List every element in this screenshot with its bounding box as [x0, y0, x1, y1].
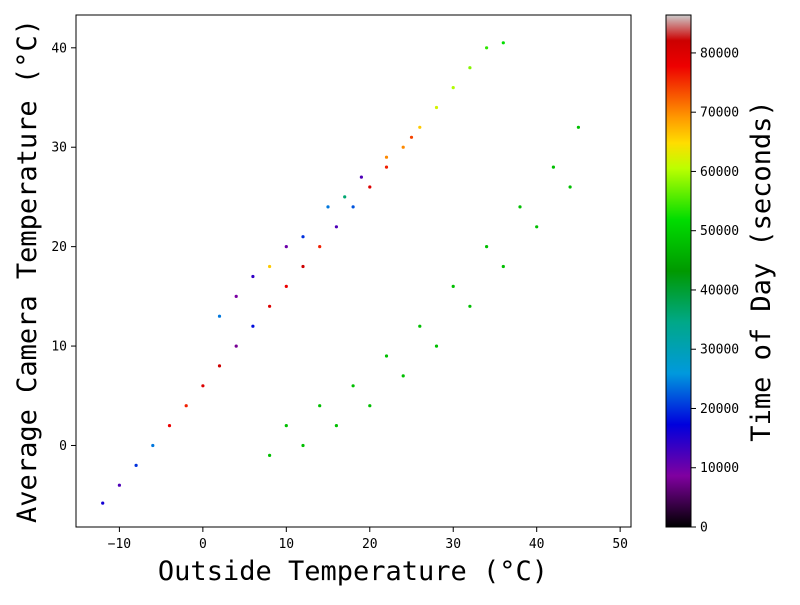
scatter-point [326, 205, 330, 209]
scatter-point [401, 374, 405, 378]
scatter-point [468, 304, 472, 308]
scatter-point [343, 195, 347, 199]
scatter-point [217, 314, 222, 318]
scatter-point [451, 86, 455, 90]
scatter-point [301, 264, 305, 269]
scatter-point [359, 175, 363, 179]
scatter-points [101, 41, 581, 505]
scatter-point [384, 354, 389, 358]
y-tick-label: 20 [51, 240, 67, 255]
y-axis-title: Average Camera Temperature (°C) [12, 19, 43, 523]
scatter-point [501, 41, 505, 45]
scatter-point [301, 235, 305, 239]
colorbar [665, 14, 692, 528]
x-tick-label: 50 [612, 537, 628, 552]
scatter-point [334, 424, 338, 428]
colorbar-tick-label: 10000 [700, 461, 739, 476]
scatter-point [468, 66, 472, 70]
scatter-point [434, 344, 439, 348]
colorbar-title: Time of Day (seconds) [746, 100, 777, 441]
colorbar-tick-label: 40000 [700, 283, 739, 298]
scatter-point [134, 463, 138, 467]
scatter-point [368, 185, 372, 189]
scatter-point [485, 46, 489, 50]
scatter-point [284, 284, 288, 288]
scatter-point [501, 264, 505, 269]
x-tick-label: 20 [362, 537, 378, 552]
scatter-point [201, 384, 205, 388]
scatter-point [418, 125, 422, 129]
colorbar-tick-label: 0 [700, 521, 708, 536]
y-tick-label: 40 [51, 41, 67, 56]
scatter-point [101, 501, 105, 505]
scatter-point [434, 105, 439, 110]
scatter-point [234, 344, 238, 348]
colorbar-ticks: 0 10000 20000 30000 40000 50000 60000 70000 8000… [691, 46, 739, 536]
scatter-point [384, 165, 389, 169]
scatter-point [568, 185, 572, 189]
y-axis-ticks: 0 10 20 30 40 [51, 41, 76, 454]
scatter-point [384, 155, 389, 159]
scatter-point [334, 225, 338, 229]
x-tick-label: −10 [108, 537, 131, 552]
x-axis-title: Outside Temperature (°C) [158, 556, 548, 587]
scatter-point [217, 364, 222, 368]
scatter-point [301, 443, 305, 448]
scatter-point [184, 404, 188, 408]
scatter-point [576, 125, 581, 129]
scatter-point [535, 225, 539, 229]
x-tick-label: 40 [529, 537, 545, 552]
scatter-point [151, 443, 155, 448]
scatter-point [251, 274, 255, 279]
x-tick-label: 10 [278, 537, 294, 552]
scatter-point [167, 424, 172, 428]
scatter-point [368, 404, 372, 408]
plot-frame [75, 14, 632, 528]
colorbar-tick-label: 30000 [700, 343, 739, 358]
scatter-point [418, 324, 422, 328]
scatter-point [551, 165, 556, 169]
colorbar-tick-label: 70000 [700, 106, 739, 121]
y-tick-label: 10 [51, 340, 67, 355]
scatter-point [251, 324, 255, 328]
colorbar-tick-label: 50000 [700, 224, 739, 239]
scatter-point [268, 453, 272, 457]
scatter-point [284, 245, 288, 249]
x-tick-label: 0 [199, 537, 207, 552]
y-tick-label: 0 [59, 439, 67, 454]
scatter-point [268, 264, 272, 269]
y-tick-label: 30 [51, 141, 67, 156]
scatter-point [234, 294, 238, 298]
colorbar-tick-label: 60000 [700, 165, 739, 180]
x-axis-ticks: −10 0 10 20 30 40 50 [108, 527, 628, 552]
scatter-point [351, 205, 355, 209]
scatter-point [268, 304, 272, 308]
scatter-point [318, 245, 322, 249]
scatter-point [409, 135, 414, 139]
scatter-point [117, 483, 121, 487]
scatter-point [351, 384, 355, 388]
colorbar-tick-label: 20000 [700, 402, 739, 417]
scatter-point [318, 404, 322, 408]
scatter-point [518, 205, 522, 209]
scatter-point [401, 145, 405, 149]
x-tick-label: 30 [445, 537, 461, 552]
colorbar-tick-label: 80000 [700, 46, 739, 61]
scatter-point [284, 424, 288, 428]
scatter-point [485, 245, 489, 249]
scatter-point [451, 284, 455, 288]
